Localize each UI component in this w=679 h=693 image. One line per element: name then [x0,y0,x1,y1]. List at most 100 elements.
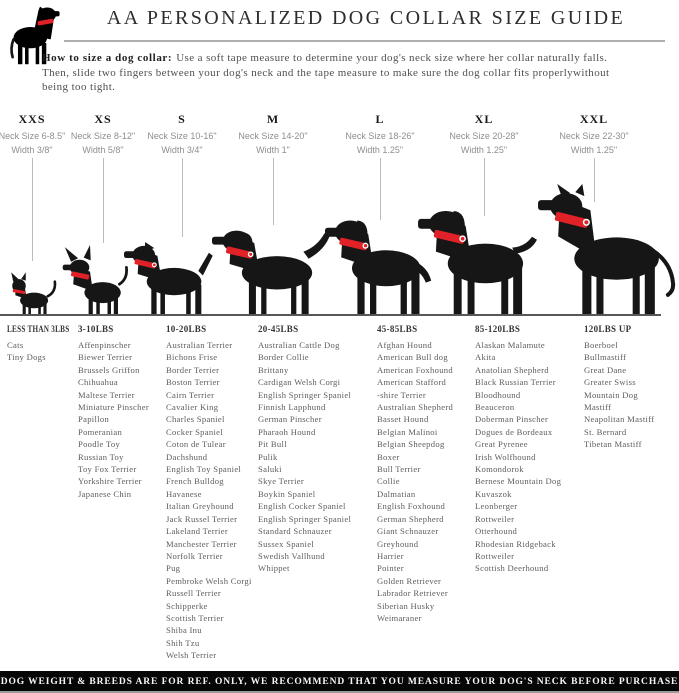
breed-item: Bernese Mountain Dog [475,476,562,487]
breed-item: Harrier [377,550,404,561]
breed-item: English Toy Spaniel [166,464,242,475]
breed-item: Dalmatian [377,488,416,499]
breed-item: Akita [475,352,496,363]
breed-item: Scottish Deerhound [475,563,549,574]
pointer-line-xxs [32,158,33,261]
breed-item: Irish Wolfhound [475,451,536,462]
labrador-silhouette [325,220,432,315]
size-width: Width 1.25" [570,145,618,155]
pointer-line-l [380,158,381,220]
size-label: XL [474,112,494,126]
breed-item: Japanese Chin [78,488,132,499]
breed-item: Giant Schnauzer [377,526,439,537]
breed-item: Dogues de Bordeaux [475,426,553,437]
breed-item: Skye Terrier [258,476,305,487]
breed-item: English Springer Spaniel [258,389,352,400]
size-label: M [266,112,280,126]
breed-item: Rottweiler [475,513,515,524]
size-neck-range: Neck Size 18-26" [345,131,415,141]
breed-item: Doberman Pinscher [475,414,549,425]
breed-list: Australian Cattle Dog Border Collie Britta… [258,339,370,575]
size-neck-range: Neck Size 6-8.5" [0,131,66,141]
breed-item: Sussex Spaniel [258,538,315,549]
breed-item: Greater Swiss [584,377,636,388]
breed-list: Cats Tiny Dogs [7,339,119,364]
breed-item: Weimaraner [377,612,422,623]
breed-item: Tibetan Mastiff [584,439,642,450]
weight-group-heading: LESS THAN 3LBS [7,324,70,334]
breed-item: Leonberger [475,501,518,512]
breed-item: American Foxhound [377,364,453,375]
breed-item: Chihuahua [78,377,118,388]
breed-item: English Cocker Spaniel [258,501,346,512]
disclaimer-bar: DOG WEIGHT & BREEDS ARE FOR REF. ONLY, W… [0,671,679,693]
breed-item: Maltese Terrier [78,389,135,400]
breed-item: Greyhound [377,538,419,549]
size-width: Width 1.25" [460,145,508,155]
breed-item: Manchester Terrier [166,538,237,549]
breed-item: Scottish Terrier [166,612,224,623]
size-label: XS [94,112,112,126]
breed-item: Beauceron [475,402,515,413]
breed-item: Toy Fox Terrier [78,464,137,475]
instructions-lead: How to size a dog collar: [42,52,173,64]
breed-item: St. Bernard [584,426,627,437]
sizing-instructions: How to size a dog collar: Use a soft tape… [42,51,616,95]
breed-item: American Stafford [377,377,447,388]
brand-dog-logo-icon [10,6,60,65]
breed-item: -shire Terrier [377,389,427,400]
breed-item: Schipperke [166,600,208,611]
breed-item: Havanese [166,488,202,499]
breed-item: French Bulldog [166,476,224,487]
breed-item: American Bull dog [377,352,448,363]
breed-item: Australian Terrier [166,340,233,350]
terrier-silhouette [124,242,213,315]
breed-item: Norfolk Terrier [166,550,223,561]
breed-item: German Shepherd [377,513,444,524]
breed-item: Komondorok [475,464,524,475]
breed-item: Yorkshire Terrier [78,476,142,487]
breed-item: Pembroke Welsh Corgi [166,575,252,586]
size-col-s: S Neck Size 10-16" Width 3/4" [127,112,237,155]
size-label: XXS [18,112,46,126]
breed-item: Australian Shepherd [377,402,454,413]
pointer-line-s [182,158,183,237]
size-neck-range: Neck Size 22-30" [559,131,629,141]
weight-group-45-85lbs: 45-85LBS Afghan Hound American Bull dog Am… [377,324,489,624]
weight-group-85-120lbs: 85-120LBS Alaskan Malamute Akita Anatolian… [475,324,587,575]
breed-item: Bloodhound [475,389,521,400]
breed-item: Great Dane [584,364,627,375]
breed-item: Boerboel [584,340,618,350]
breed-item: Brussels Griffon [78,364,140,375]
breed-item: Bullmastiff [584,352,627,363]
breed-item: Shiba Inu [166,625,202,636]
weight-group-heading: 120LBS UP [584,324,632,334]
breed-item: Tiny Dogs [7,352,46,363]
breed-list: Alaskan Malamute Akita Anatolian Shepherd B… [475,339,587,575]
breed-item: Shih Tzu [166,637,200,648]
weight-group-120lbs-up: 120LBS UP Boerboel Bullmastiff Great Dane G… [584,324,679,451]
breed-item: Cats [7,340,24,350]
great-dane-silhouette [538,184,676,315]
breed-item: Cocker Spaniel [166,426,223,437]
breed-item: Standard Schnauzer [258,526,332,537]
large-labrador-silhouette [418,210,537,315]
ground-line [0,314,661,316]
breed-item: Brittany [258,364,289,375]
breed-item: Alaskan Malamute [475,340,545,350]
size-width: Width 5/8" [82,145,124,155]
breed-item: Border Terrier [166,364,220,375]
breed-item: Golden Retriever [377,575,442,586]
breed-item: Anatolian Shepherd [475,364,549,375]
breed-item: Boykin Spaniel [258,488,316,499]
breed-item: Swedish Vallhund [258,550,325,561]
weight-group-3-10lbs: 3-10LBS Affenpinscher Biewer Terrier Bruss… [78,324,190,500]
breed-list: Affenpinscher Biewer Terrier Brussels Grif… [78,339,190,500]
pointer-line-xxl [594,158,595,202]
breed-item: Papillon [78,414,110,425]
weight-group-less-than-3lbs: LESS THAN 3LBS Cats Tiny Dogs [7,324,119,364]
breed-item: Russian Toy [78,451,124,462]
breed-item: Coton de Tulear [166,439,226,450]
breed-item: Pointer [377,563,404,574]
